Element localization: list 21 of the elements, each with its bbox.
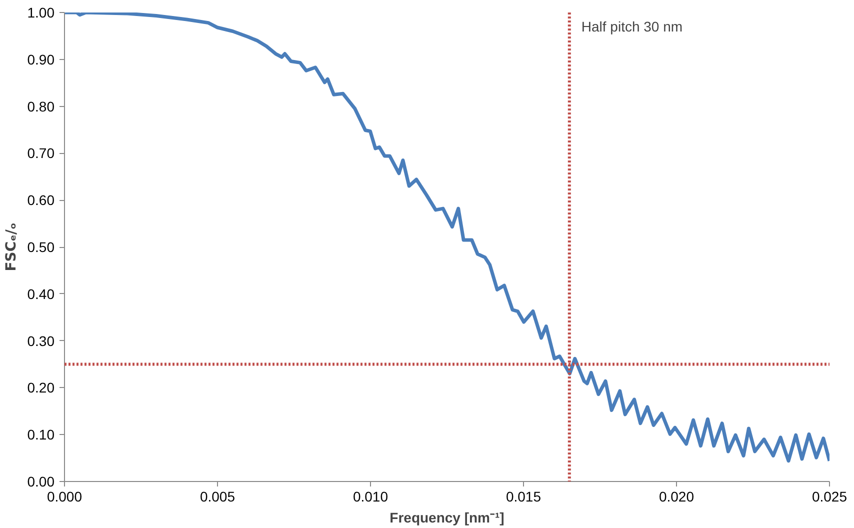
y-tick-label: 0.30 <box>27 332 55 349</box>
x-tick-label: 0.005 <box>200 488 236 504</box>
y-tick-label: 0.80 <box>27 98 55 114</box>
y-tick-label: 1.00 <box>27 4 55 20</box>
y-tick-label: 0.60 <box>27 192 55 208</box>
y-tick-label: 0.10 <box>27 426 55 443</box>
y-axis-title: FSCₑ/ₒ <box>3 222 20 272</box>
x-tick-label: 0.025 <box>812 488 848 504</box>
x-tick-label: 0.020 <box>658 488 694 504</box>
y-tick-label: 0.90 <box>27 51 55 68</box>
y-tick-label: 0.40 <box>27 286 55 302</box>
y-tick-label: 0.70 <box>27 145 55 162</box>
x-tick-label: 0.015 <box>506 488 542 504</box>
line-series <box>64 12 830 463</box>
x-tick-label: 0.010 <box>352 488 388 504</box>
y-tick-label: 0.20 <box>27 380 55 396</box>
x-tick-label: 0.000 <box>46 488 82 504</box>
y-tick-label: 0.00 <box>27 474 55 490</box>
x-axis-title: Frequency [nm⁻¹] <box>390 510 504 526</box>
y-tick-label: 0.50 <box>27 239 55 255</box>
ref-line-label: Half pitch 30 nm <box>581 18 683 34</box>
